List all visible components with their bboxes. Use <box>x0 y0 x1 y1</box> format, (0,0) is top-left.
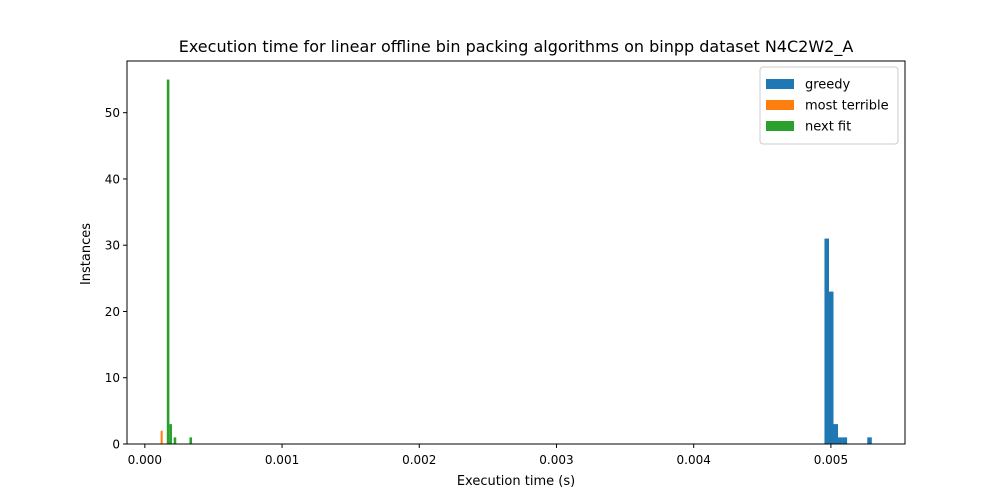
bar-greedy <box>867 437 872 444</box>
bar-most-terrible <box>160 430 163 444</box>
x-tick-label: 0.000 <box>128 453 162 467</box>
y-axis-label: Instances <box>79 223 94 285</box>
plot-frame <box>126 60 906 445</box>
bar-next-fit <box>189 437 193 444</box>
bar-greedy <box>824 238 829 444</box>
legend: greedy most terrible next fit <box>759 66 899 145</box>
y-tick-label: 0 <box>112 438 120 452</box>
legend-label: next fit <box>805 120 851 135</box>
bar-greedy <box>838 437 843 444</box>
legend-label: greedy <box>805 78 851 93</box>
x-axis-ticks: 0.000 0.001 0.002 0.003 0.004 0.005 <box>128 444 848 467</box>
chart-title: Execution time for linear offline bin pa… <box>179 37 854 57</box>
x-tick-label: 0.003 <box>539 453 573 467</box>
legend-swatch <box>766 79 794 89</box>
x-tick-label: 0.002 <box>402 453 436 467</box>
y-axis-ticks: 0 10 20 30 40 50 <box>105 106 127 452</box>
legend-box <box>759 66 899 145</box>
bar-next-fit <box>166 79 170 445</box>
bars-layer <box>160 79 872 445</box>
y-tick-label: 10 <box>105 371 120 385</box>
bar-greedy <box>833 424 839 444</box>
y-tick-label: 40 <box>105 172 120 186</box>
legend-swatch <box>766 121 794 131</box>
y-tick-label: 20 <box>105 305 120 319</box>
bar-next-fit <box>169 424 173 444</box>
legend-label: most terrible <box>805 99 889 114</box>
bar-next-fit <box>173 437 177 444</box>
legend-swatch <box>766 100 794 110</box>
x-tick-label: 0.001 <box>265 453 299 467</box>
x-axis-label: Execution time (s) <box>457 474 575 489</box>
bar-greedy <box>842 437 848 444</box>
y-tick-label: 30 <box>105 239 120 253</box>
x-tick-label: 0.004 <box>677 453 711 467</box>
x-tick-label: 0.005 <box>814 453 848 467</box>
y-tick-label: 50 <box>105 106 120 120</box>
bar-greedy <box>828 291 834 444</box>
